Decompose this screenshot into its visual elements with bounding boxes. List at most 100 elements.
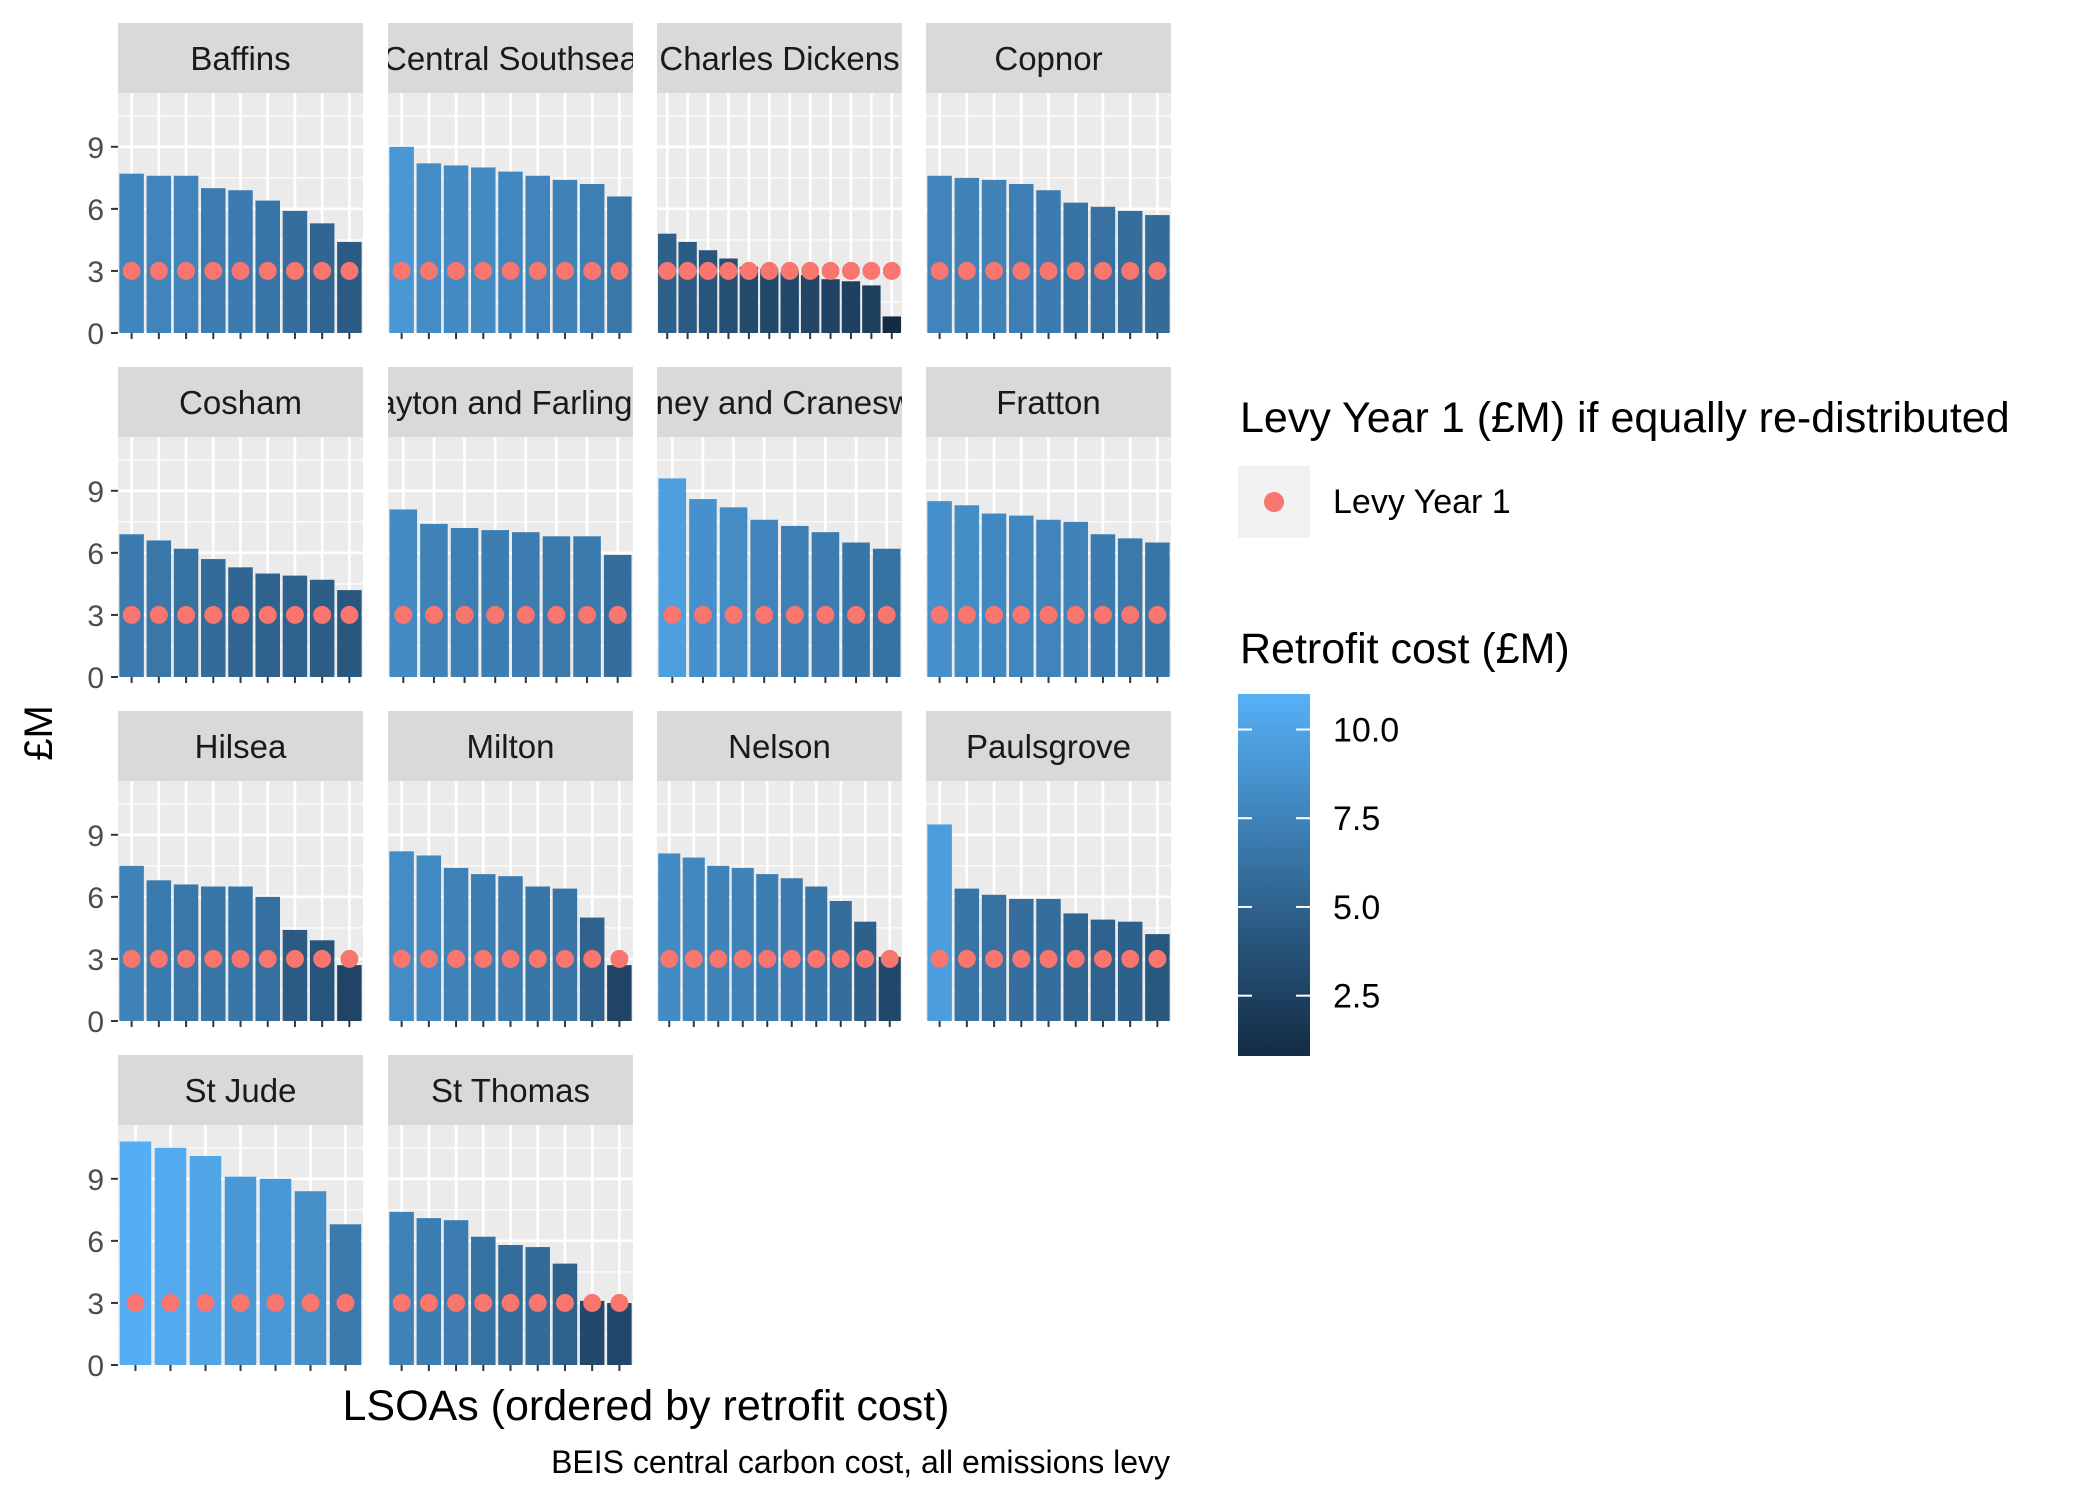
facet-strip: [657, 23, 902, 93]
legend-fill-ticks: 10.0 7.5 5.0 2.5: [1238, 711, 1399, 1016]
levy-point: [724, 605, 743, 624]
levy-point: [957, 261, 976, 280]
bar: [294, 1191, 327, 1365]
bar: [878, 956, 901, 1021]
facet-strip: [388, 23, 633, 93]
bar: [1090, 919, 1116, 1021]
bar: [954, 505, 980, 677]
bar: [800, 275, 820, 333]
y-tick-label: 3: [87, 1288, 104, 1321]
bar: [389, 851, 414, 1021]
levy-point: [930, 261, 949, 280]
levy-point: [455, 605, 474, 624]
bar: [255, 573, 280, 677]
levy-point: [392, 261, 411, 280]
levy-point: [758, 949, 777, 968]
facet-panel: Milton: [388, 711, 633, 1027]
facet-strip: [118, 1055, 363, 1125]
bar: [146, 175, 172, 333]
levy-point: [608, 605, 627, 624]
bar: [841, 281, 861, 333]
bar: [811, 532, 840, 677]
levy-point: [719, 261, 738, 280]
levy-point: [583, 1293, 602, 1312]
levy-point: [340, 261, 359, 280]
facet-strip: [118, 367, 363, 437]
facet-panel: St Thomas: [388, 1055, 633, 1371]
bar: [607, 965, 632, 1021]
bar: [719, 507, 748, 677]
legend-levy-title: Levy Year 1 (£M) if equally re-distribut…: [1240, 394, 2010, 442]
levy-point: [610, 1293, 629, 1312]
levy-point: [1121, 949, 1140, 968]
facet-panel: Fratton: [926, 367, 1171, 683]
levy-point: [313, 949, 332, 968]
bar: [119, 865, 144, 1021]
facet-strip: [926, 23, 1171, 93]
levy-point: [709, 949, 728, 968]
levy-point: [578, 605, 597, 624]
levy-point: [528, 261, 547, 280]
bar: [731, 867, 754, 1021]
levy-point: [660, 949, 679, 968]
facet-panel: Cosham 0 3 6 9: [87, 367, 363, 695]
levy-point: [583, 949, 602, 968]
bar: [389, 146, 414, 333]
levy-point: [1039, 261, 1058, 280]
bar: [119, 534, 144, 677]
bar: [678, 241, 697, 333]
levy-point: [841, 261, 860, 280]
levy-point: [816, 605, 835, 624]
levy-point: [285, 605, 304, 624]
facet-strip: [657, 711, 902, 781]
levy-point: [258, 605, 277, 624]
y-tick-label: 3: [87, 256, 104, 289]
y-tick-label: 9: [87, 820, 104, 853]
levy-point: [821, 261, 840, 280]
caption: BEIS central carbon cost, all emissions …: [551, 1444, 1170, 1480]
bar: [658, 853, 681, 1021]
levy-point: [658, 261, 677, 280]
facet-strip: [388, 1055, 633, 1125]
bar: [498, 876, 523, 1021]
levy-point: [583, 261, 602, 280]
y-axis-title: £M: [17, 705, 61, 761]
legend-levy-point: [1264, 492, 1284, 512]
colorbar-tick-label: 2.5: [1333, 978, 1380, 1016]
facet-strip-label: Milton: [466, 728, 554, 765]
levy-point: [862, 261, 881, 280]
bar: [471, 874, 496, 1021]
levy-point: [258, 261, 277, 280]
y-tick-label: 9: [87, 476, 104, 509]
facet-strip: [388, 711, 633, 781]
facet-panel: Paulsgrove: [926, 711, 1171, 1027]
levy-point: [528, 949, 547, 968]
bar: [1090, 534, 1116, 677]
levy-point: [831, 949, 850, 968]
facet-strip-label: Drayton and Farlington: [343, 384, 679, 421]
levy-point: [474, 949, 493, 968]
levy-point: [231, 261, 250, 280]
levy-point: [1093, 605, 1112, 624]
bar: [1117, 921, 1143, 1021]
bar: [389, 509, 418, 677]
bar: [416, 855, 442, 1021]
levy-point: [877, 605, 896, 624]
facet-strip: [388, 367, 633, 437]
bar: [1009, 184, 1034, 333]
levy-point: [755, 605, 774, 624]
bar: [189, 1156, 222, 1365]
levy-point: [760, 261, 779, 280]
levy-point: [474, 261, 493, 280]
bar: [689, 499, 717, 677]
levy-point: [196, 1293, 215, 1312]
levy-point: [733, 949, 752, 968]
legend-fill: Retrofit cost (£M) 10.0 7.5 5.0 2.5: [1238, 625, 1570, 1056]
levy-point: [555, 949, 574, 968]
levy-point: [177, 949, 196, 968]
levy-point: [424, 605, 443, 624]
facet-panel: Hilsea 0 3 6 9: [87, 711, 363, 1039]
levy-point: [474, 1293, 493, 1312]
facet-strip: [926, 367, 1171, 437]
